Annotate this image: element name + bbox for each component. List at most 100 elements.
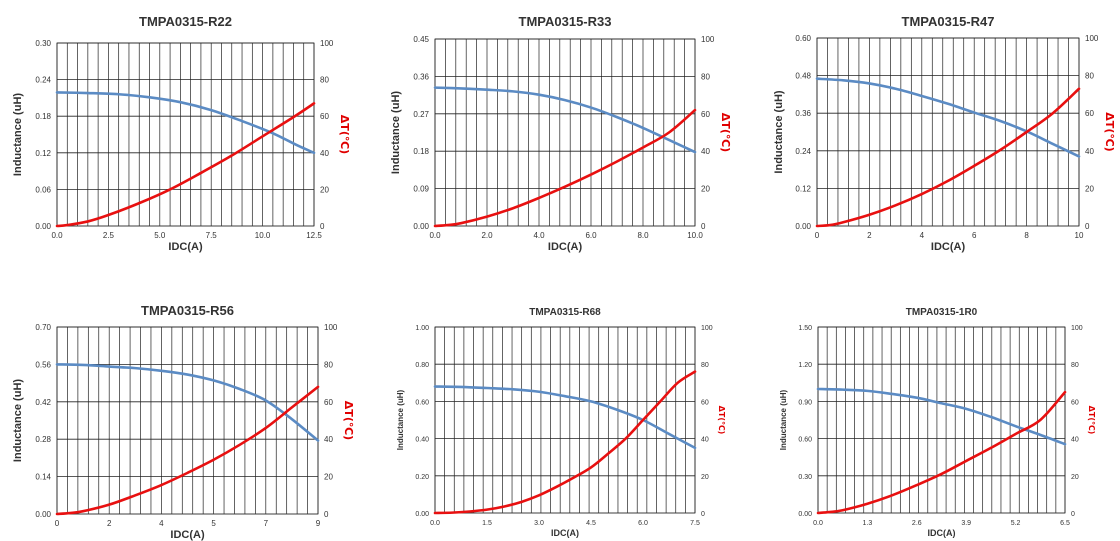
y2-tick-label: 80 xyxy=(1071,362,1079,369)
y2-tick-label: 80 xyxy=(701,72,710,81)
x-tick-label: 7 xyxy=(264,519,269,528)
chart-r22: TMPA0315-R22 0.00 0.06 0.12 0.18 0.24 0.30 0 20 4… xyxy=(12,14,351,253)
vertical-gridlines xyxy=(817,327,1066,513)
x-axis-label: IDC(A) xyxy=(170,529,205,541)
x-axis-label: IDC(A) xyxy=(551,528,579,538)
plot-area-frame xyxy=(816,37,1080,227)
y-tick-label: 0.06 xyxy=(35,185,51,194)
y2-tick-label: 60 xyxy=(701,110,710,119)
y2-tick-label: 20 xyxy=(1071,474,1079,481)
temperature-rise-curve xyxy=(55,102,316,228)
x-tick-label: 2 xyxy=(107,519,112,528)
chart-panel-r68: TMPA0315-R68 0.00 0.20 0.40 0.60 0.80 1.00 0 20 4… xyxy=(385,298,751,541)
y2-tick-label: 0 xyxy=(324,510,329,519)
x-tick-label: 2.5 xyxy=(103,231,115,240)
y-tick-label: 0.42 xyxy=(35,398,51,407)
y2-tick-label: 20 xyxy=(701,185,710,194)
y-tick-label: 0.14 xyxy=(35,473,51,482)
y2-tick-label: 0 xyxy=(1071,511,1075,518)
x-tick-label: 0.0 xyxy=(51,231,63,240)
y-tick-label: 0.00 xyxy=(35,222,51,231)
y2-tick-label: 100 xyxy=(1085,34,1099,43)
vertical-gridlines xyxy=(56,43,315,226)
y-tick-label: 0.12 xyxy=(35,149,51,158)
chart-r33: TMPA0315-R33 0.00 0.09 0.18 0.27 0.36 0.45 0 20 4… xyxy=(390,14,732,253)
y-tick-label: 0.20 xyxy=(415,474,429,481)
y2-tick-label: 40 xyxy=(701,437,709,444)
chart-1r0: TMPA0315-1R0 0.00 0.30 0.60 0.90 1.20 1.50 0 20 4… xyxy=(779,307,1096,538)
inductance-curve xyxy=(433,385,697,450)
x-tick-label: 6 xyxy=(972,231,977,240)
plot-area-frame xyxy=(434,326,696,514)
y-tick-label: 0.18 xyxy=(413,147,429,156)
y2-tick-label: 20 xyxy=(701,474,709,481)
y2-tick-label: 0 xyxy=(701,222,706,231)
x-tick-label: 10.0 xyxy=(255,231,271,240)
y-tick-label: 0.28 xyxy=(35,435,51,444)
y-tick-label: 1.50 xyxy=(798,325,812,332)
y-tick-label: 0.24 xyxy=(795,147,811,156)
y2-axis-label: ΔT(℃) xyxy=(719,113,732,152)
x-tick-label: 10 xyxy=(1075,231,1084,240)
x-tick-label: 5 xyxy=(211,519,216,528)
chart-title: TMPA0315-R56 xyxy=(141,303,234,318)
y2-tick-label: 0 xyxy=(701,511,705,518)
y2-tick-label: 20 xyxy=(324,473,333,482)
y-tick-label: 0.70 xyxy=(35,323,51,332)
plot-area-frame xyxy=(817,326,1066,514)
y2-axis-label: ΔT(℃) xyxy=(1087,406,1096,435)
temperature-rise-curve xyxy=(815,87,1081,228)
y-axis-label: Inductance (uH) xyxy=(773,90,785,173)
y-tick-label: 0.09 xyxy=(413,185,429,194)
x-tick-label: 7.5 xyxy=(206,231,218,240)
chart-panel-r22: TMPA0315-R22 0.00 0.06 0.12 0.18 0.24 0.30 0 20 4… xyxy=(9,8,371,260)
x-tick-label: 0.0 xyxy=(813,520,823,527)
y2-tick-label: 80 xyxy=(1085,72,1094,81)
y2-tick-label: 20 xyxy=(1085,184,1094,193)
y-tick-label: 0.90 xyxy=(798,399,812,406)
y2-tick-label: 100 xyxy=(320,39,334,48)
chart-r56: TMPA0315-R560.000.140.280.420.560.700204… xyxy=(12,303,355,541)
x-tick-label: 4.5 xyxy=(586,520,596,527)
x-tick-label: 1.5 xyxy=(482,520,492,527)
y2-tick-label: 100 xyxy=(701,325,713,332)
x-tick-label: 4 xyxy=(920,231,925,240)
y-tick-label: 0.18 xyxy=(35,112,51,121)
x-tick-label: 9 xyxy=(316,519,321,528)
y-axis-label: Inductance (uH) xyxy=(12,379,24,462)
y-tick-label: 0.27 xyxy=(413,110,429,119)
y2-tick-label: 80 xyxy=(701,362,709,369)
y2-axis-label: ΔT(℃) xyxy=(1103,112,1116,151)
y-tick-label: 0.60 xyxy=(795,34,811,43)
x-axis-label: IDC(A) xyxy=(168,241,203,253)
y-axis-label: Inductance (uH) xyxy=(390,91,402,174)
inductance-curve xyxy=(815,77,1081,158)
x-axis-label: IDC(A) xyxy=(928,528,956,538)
y2-tick-label: 60 xyxy=(320,112,329,121)
inductance-curve xyxy=(55,363,320,442)
plot-area-frame xyxy=(56,326,319,515)
x-tick-label: 2.6 xyxy=(912,520,922,527)
y-tick-label: 0.60 xyxy=(415,399,429,406)
x-tick-label: 10.0 xyxy=(687,231,703,240)
x-tick-label: 0.0 xyxy=(430,520,440,527)
horizontal-gridlines xyxy=(818,326,1065,514)
y2-tick-label: 40 xyxy=(701,147,710,156)
y2-tick-label: 40 xyxy=(1085,147,1094,156)
y-tick-label: 0.56 xyxy=(35,360,51,369)
chart-title: TMPA0315-R68 xyxy=(529,307,601,318)
y-tick-label: 0.36 xyxy=(795,109,811,118)
y-tick-label: 0.48 xyxy=(795,72,811,81)
x-tick-label: 2 xyxy=(867,231,872,240)
y-tick-label: 1.00 xyxy=(415,325,429,332)
chart-panel-r56: TMPA0315-R56 0.00 0.14 0.28 0.42 0.56 0.70 0 20 4… xyxy=(9,298,371,541)
y2-tick-label: 40 xyxy=(324,435,333,444)
temperature-rise-curve xyxy=(55,385,320,516)
y-tick-label: 0.24 xyxy=(35,76,51,85)
plot-area-frame xyxy=(56,42,315,227)
chart-title: TMPA0315-R33 xyxy=(519,14,612,29)
y-tick-label: 0.40 xyxy=(415,437,429,444)
x-tick-label: 2.0 xyxy=(481,231,493,240)
y-tick-label: 0.30 xyxy=(798,474,812,481)
x-tick-label: 0 xyxy=(55,519,60,528)
